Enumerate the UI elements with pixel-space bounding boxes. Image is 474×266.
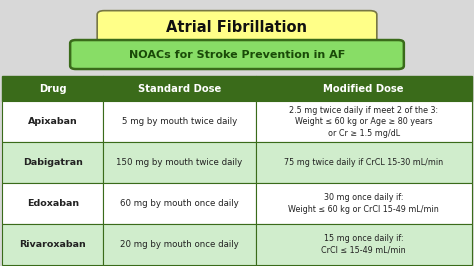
Bar xyxy=(256,183,472,224)
Text: Dabigatran: Dabigatran xyxy=(23,158,83,167)
Bar xyxy=(256,224,472,265)
Bar xyxy=(2,76,103,101)
Text: 60 mg by mouth once daily: 60 mg by mouth once daily xyxy=(120,199,239,208)
Text: 20 mg by mouth once daily: 20 mg by mouth once daily xyxy=(120,240,239,249)
Text: 5 mg by mouth twice daily: 5 mg by mouth twice daily xyxy=(122,117,237,126)
Text: Rivaroxaban: Rivaroxaban xyxy=(19,240,86,249)
Text: Atrial Fibrillation: Atrial Fibrillation xyxy=(166,20,308,35)
Text: Apixaban: Apixaban xyxy=(28,117,78,126)
Bar xyxy=(2,101,103,142)
Bar xyxy=(256,76,472,101)
Bar xyxy=(103,101,256,142)
Text: 150 mg by mouth twice daily: 150 mg by mouth twice daily xyxy=(117,158,243,167)
Text: Standard Dose: Standard Dose xyxy=(138,84,221,94)
Text: 15 mg once daily if:
CrCl ≤ 15-49 mL/min: 15 mg once daily if: CrCl ≤ 15-49 mL/min xyxy=(321,234,406,255)
FancyBboxPatch shape xyxy=(97,11,377,45)
Text: 30 mg once daily if:
Weight ≤ 60 kg or CrCl 15-49 mL/min: 30 mg once daily if: Weight ≤ 60 kg or C… xyxy=(288,193,439,214)
Bar xyxy=(2,183,103,224)
Bar xyxy=(2,224,103,265)
Bar xyxy=(2,142,103,183)
Text: Modified Dose: Modified Dose xyxy=(323,84,404,94)
Text: Drug: Drug xyxy=(39,84,67,94)
Text: 75 mg twice daily if CrCL 15-30 mL/min: 75 mg twice daily if CrCL 15-30 mL/min xyxy=(284,158,443,167)
Bar xyxy=(103,224,256,265)
Bar xyxy=(103,76,256,101)
Bar xyxy=(103,183,256,224)
Text: 2.5 mg twice daily if meet 2 of the 3:
Weight ≤ 60 kg or Age ≥ 80 years
or Cr ≥ : 2.5 mg twice daily if meet 2 of the 3: W… xyxy=(289,106,438,138)
Text: NOACs for Stroke Prevention in AF: NOACs for Stroke Prevention in AF xyxy=(129,49,345,60)
Bar xyxy=(103,142,256,183)
FancyBboxPatch shape xyxy=(70,40,404,69)
Bar xyxy=(256,142,472,183)
Bar xyxy=(256,101,472,142)
Text: Edoxaban: Edoxaban xyxy=(27,199,79,208)
